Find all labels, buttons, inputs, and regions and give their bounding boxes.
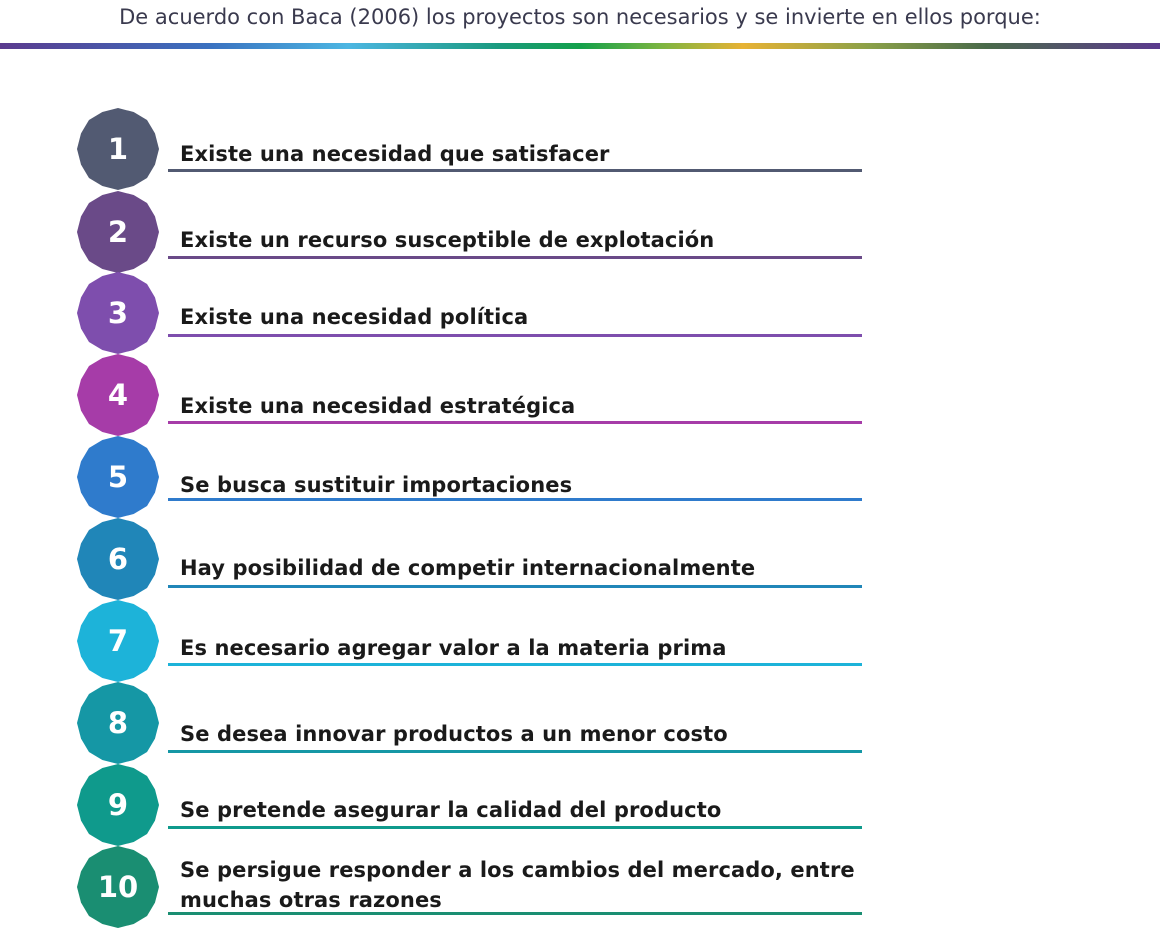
number-badge: 8 xyxy=(77,682,159,764)
item-text: Se desea innovar productos a un menor co… xyxy=(180,722,728,746)
item-text: Existe una necesidad estratégica xyxy=(180,394,576,418)
badge-number: 1 xyxy=(107,132,129,166)
number-badge: 6 xyxy=(77,518,159,600)
badge-number: 2 xyxy=(107,215,129,249)
item-text: Se pretende asegurar la calidad del prod… xyxy=(180,798,722,822)
item-underline xyxy=(168,421,862,424)
badge-number: 5 xyxy=(107,460,129,494)
item-underline xyxy=(168,585,862,588)
intro-sentence: De acuerdo con Baca (2006) los proyectos… xyxy=(119,5,1041,29)
item-text: Se persigue responder a los cambios del … xyxy=(180,858,855,912)
number-badge: 3 xyxy=(77,272,159,354)
item-text: Es necesario agregar valor a la materia … xyxy=(180,636,727,660)
badge-number: 9 xyxy=(107,788,129,822)
item-underline xyxy=(168,334,862,337)
item-underline xyxy=(168,256,862,259)
badge-number: 3 xyxy=(107,296,129,330)
number-badge: 9 xyxy=(77,764,159,846)
number-badge: 7 xyxy=(77,600,159,682)
item-text: Existe un recurso susceptible de explota… xyxy=(180,228,715,252)
badge-number: 6 xyxy=(107,542,129,576)
item-underline xyxy=(168,912,862,915)
badge-number: 8 xyxy=(107,706,129,740)
item-underline xyxy=(168,826,862,829)
item-text: Existe una necesidad que satisfacer xyxy=(180,142,610,166)
item-text: Se busca sustituir importaciones xyxy=(180,473,573,497)
number-badge: 10 xyxy=(77,846,159,928)
number-badge: 4 xyxy=(77,354,159,436)
number-badge: 1 xyxy=(77,108,159,190)
item-underline xyxy=(168,663,862,666)
number-badge: 2 xyxy=(77,191,159,273)
item-text: Existe una necesidad política xyxy=(180,305,529,329)
badge-number: 7 xyxy=(107,624,129,658)
number-badge: 5 xyxy=(77,436,159,518)
item-underline xyxy=(168,750,862,753)
badge-number: 10 xyxy=(97,870,139,904)
item-underline xyxy=(168,498,862,501)
item-underline xyxy=(168,169,862,172)
gradient-divider xyxy=(0,43,1160,49)
item-text: Hay posibilidad de competir internaciona… xyxy=(180,556,756,580)
badge-number: 4 xyxy=(107,378,129,412)
